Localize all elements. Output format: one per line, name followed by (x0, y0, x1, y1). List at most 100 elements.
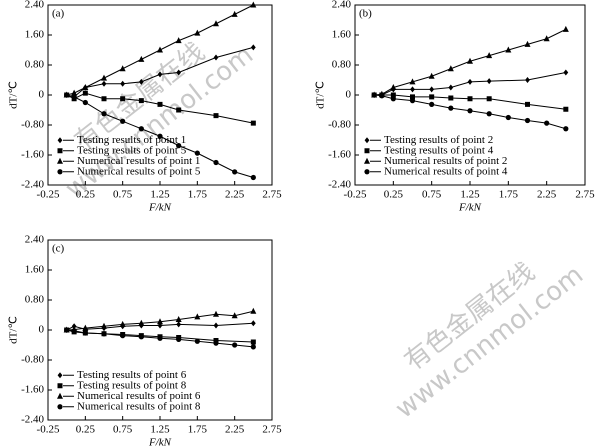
y-tick-label: -0.80 (328, 119, 351, 131)
legend-label: Numerical results of point 4 (384, 165, 508, 177)
legend-marker (364, 157, 370, 164)
x-tick-label: 1.25 (150, 424, 170, 436)
x-tick-label: -0.25 (344, 189, 367, 201)
point (213, 54, 219, 61)
point (157, 335, 163, 341)
point (467, 78, 473, 85)
point (467, 57, 473, 64)
x-axis-label: F/kN (148, 437, 172, 447)
point (120, 96, 126, 102)
point (119, 320, 126, 327)
legend-label: Numerical results of point 6 (77, 390, 201, 402)
y-tick-label: -2.40 (21, 179, 44, 191)
point (486, 78, 492, 85)
legend-label: Testing results of point 6 (77, 369, 187, 381)
point (410, 86, 415, 93)
point (563, 126, 569, 132)
point (231, 312, 238, 319)
series-line (66, 92, 254, 124)
point (213, 340, 219, 346)
point (525, 101, 530, 107)
y-tick-label: -0.80 (21, 354, 44, 366)
y-axis-label: dT/℃ (8, 81, 20, 109)
legend-label: Numerical results of point 1 (77, 155, 200, 167)
y-tick-label: 2.40 (25, 234, 45, 246)
point (448, 84, 454, 91)
point (524, 40, 531, 47)
point (138, 78, 144, 85)
x-tick-label: -0.25 (37, 189, 60, 201)
point (213, 113, 219, 119)
legend-marker (57, 383, 63, 389)
point (429, 86, 435, 93)
point (157, 318, 163, 325)
point (71, 328, 77, 334)
point (176, 107, 182, 113)
point (82, 84, 89, 90)
x-tick-label: 2.75 (262, 189, 282, 201)
point (176, 69, 182, 76)
point (250, 1, 257, 8)
legend-marker (57, 157, 63, 164)
point (176, 143, 182, 149)
point (371, 92, 377, 98)
legend-label: Testing results of point 5 (77, 144, 187, 156)
x-tick-label: 1.25 (150, 189, 170, 201)
point (250, 174, 256, 181)
x-tick-label: 0.75 (113, 189, 133, 201)
point (250, 344, 256, 350)
y-tick-label: 1.60 (332, 29, 352, 41)
y-tick-label: 2.40 (332, 0, 352, 11)
y-tick-label: 0 (346, 89, 352, 101)
point (101, 96, 107, 102)
legend-marker (57, 137, 63, 144)
x-tick-label: 2.25 (225, 189, 245, 201)
point (194, 29, 201, 36)
point (157, 101, 163, 107)
point (486, 96, 492, 102)
point (428, 72, 435, 79)
point (213, 338, 219, 343)
legend-marker (364, 137, 370, 144)
point (101, 80, 107, 87)
point (486, 111, 492, 117)
legend-label: Numerical results of point 5 (77, 165, 201, 177)
legend-marker (364, 169, 370, 175)
point (563, 69, 569, 76)
point (250, 307, 257, 314)
point (250, 44, 256, 51)
point (213, 322, 219, 329)
point (119, 65, 126, 72)
point (120, 80, 126, 87)
legend-label: Testing results of point 4 (384, 144, 494, 156)
point (447, 65, 454, 72)
y-axis-label: dT/℃ (8, 316, 20, 344)
point (250, 120, 256, 126)
point (505, 114, 511, 121)
y-tick-label: -2.40 (328, 179, 351, 191)
x-tick-label: 2.25 (537, 189, 557, 201)
point (64, 327, 70, 333)
point (410, 94, 415, 100)
y-tick-label: -1.60 (328, 149, 351, 161)
point (138, 98, 144, 104)
point (429, 101, 435, 107)
y-tick-label: -0.80 (21, 119, 44, 131)
legend-marker (57, 404, 63, 410)
x-tick-label: 0.75 (113, 424, 133, 436)
legend-marker (57, 372, 63, 379)
point (138, 319, 145, 326)
point (101, 74, 107, 81)
x-tick-label: -0.25 (37, 424, 60, 436)
x-tick-label: 2.25 (225, 424, 245, 436)
legend-marker (57, 392, 63, 399)
point (562, 25, 569, 32)
point (175, 37, 182, 44)
x-axis-label: F/kN (148, 202, 172, 214)
panel-label: (c) (52, 243, 65, 255)
point (64, 92, 70, 98)
y-tick-label: 1.60 (25, 264, 45, 276)
panel-label: (a) (52, 8, 65, 20)
point (390, 92, 396, 98)
